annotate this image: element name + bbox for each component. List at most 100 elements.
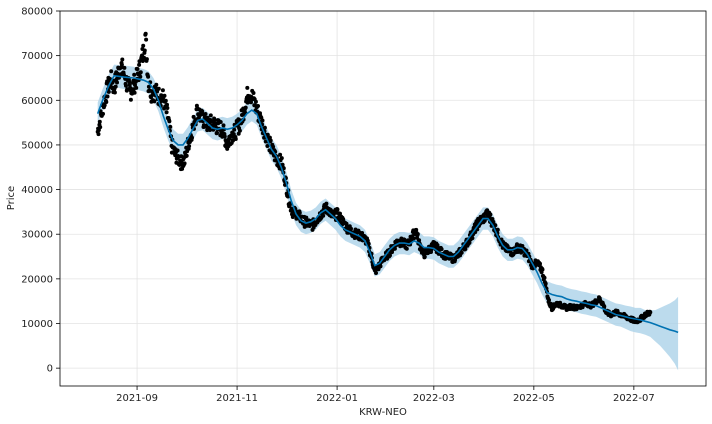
observed-point	[162, 93, 167, 98]
observed-point	[143, 31, 148, 36]
observed-point	[221, 123, 226, 128]
observed-point	[190, 135, 194, 140]
observed-point	[122, 65, 127, 70]
x-tick-label: 2021-11	[216, 393, 258, 404]
observed-point	[374, 271, 378, 275]
observed-point	[232, 127, 237, 132]
observed-point	[324, 201, 329, 206]
observed-point	[256, 104, 260, 108]
observed-point	[104, 100, 109, 104]
observed-point	[96, 132, 101, 137]
observed-point	[102, 103, 107, 108]
observed-point	[164, 110, 169, 115]
observed-point	[422, 254, 427, 259]
observed-point	[97, 119, 102, 124]
forecast-line	[96, 74, 679, 334]
observed-point	[392, 246, 397, 251]
observed-point	[105, 94, 110, 99]
forecast-line-group	[96, 74, 679, 334]
y-tick-label: 20000	[21, 274, 53, 285]
observed-point	[388, 253, 392, 258]
x-tick-label: 2022-05	[513, 393, 555, 404]
y-tick-label: 40000	[21, 185, 53, 196]
observed-point	[265, 132, 270, 137]
observed-point	[222, 134, 227, 139]
observed-point	[212, 118, 217, 123]
plot-frame	[59, 10, 707, 387]
observed-point	[321, 213, 326, 218]
observed-point	[120, 57, 125, 62]
observed-point	[459, 250, 464, 255]
observed-point	[132, 72, 137, 77]
y-axis-label: Price	[6, 186, 17, 210]
observed-point	[253, 99, 258, 104]
observed-point	[538, 261, 542, 266]
observed-point	[648, 310, 653, 315]
observed-point	[144, 57, 149, 62]
y-tick-label: 10000	[21, 319, 53, 330]
observed-point	[271, 144, 276, 149]
y-tick-label: 80000	[21, 7, 53, 18]
observed-point	[135, 67, 140, 71]
observed-point	[208, 113, 213, 118]
observed-point	[119, 62, 124, 67]
observed-point	[411, 236, 416, 241]
observed-point	[208, 128, 212, 132]
observed-point	[132, 90, 137, 95]
observed-point	[175, 148, 180, 153]
observed-point	[163, 98, 168, 103]
observed-point	[128, 97, 133, 102]
y-tick-label: 50000	[21, 140, 53, 151]
y-tick-label: 30000	[21, 230, 53, 241]
y-tick-label: 0	[47, 364, 53, 375]
observed-point	[278, 152, 283, 157]
observed-point	[260, 118, 265, 123]
observed-point	[106, 89, 111, 94]
observed-point	[547, 298, 551, 303]
observed-point	[297, 210, 302, 215]
observed-point	[137, 62, 142, 67]
x-axis-label: KRW-NEO	[359, 407, 407, 418]
x-tick-label: 2022-03	[413, 393, 455, 404]
observed-point	[152, 99, 157, 104]
observed-point	[341, 217, 346, 222]
observed-point	[602, 304, 607, 309]
observed-point	[414, 227, 419, 232]
grid-lines	[60, 10, 706, 386]
observed-point	[338, 211, 342, 216]
observed-point	[218, 120, 223, 124]
observed-point	[265, 144, 270, 148]
y-axis-ticks: 0 10000 20000 30000 40000 50000 60000 70000 8000…	[21, 7, 60, 375]
observed-point	[115, 80, 119, 85]
observed-point	[415, 232, 420, 237]
observed-point	[378, 264, 383, 269]
observed-point	[146, 74, 151, 79]
observed-point	[146, 84, 151, 89]
observed-point	[349, 226, 353, 231]
observed-point	[366, 241, 371, 246]
observed-point	[360, 231, 365, 235]
observed-point	[285, 194, 290, 199]
observed-point	[495, 227, 500, 232]
observed-point	[112, 90, 117, 95]
observed-point	[335, 207, 340, 212]
observed-point	[109, 69, 114, 74]
observed-point	[113, 84, 118, 89]
observed-point	[141, 43, 146, 48]
observed-point	[160, 88, 165, 93]
x-tick-label: 2022-01	[316, 393, 358, 404]
observed-point	[154, 82, 159, 87]
observed-point	[138, 74, 143, 79]
observed-point	[165, 102, 169, 107]
x-axis-ticks: 2021-09 2021-11 2022-01 2022-03 2022-05 2022-…	[116, 386, 655, 404]
observed-point	[488, 212, 493, 217]
observed-point	[463, 247, 468, 251]
observed-point	[237, 128, 242, 133]
observed-point	[144, 37, 149, 42]
observed-point	[262, 125, 267, 130]
observed-point	[134, 85, 139, 90]
y-tick-label: 60000	[21, 96, 53, 107]
observed-point	[281, 166, 286, 171]
